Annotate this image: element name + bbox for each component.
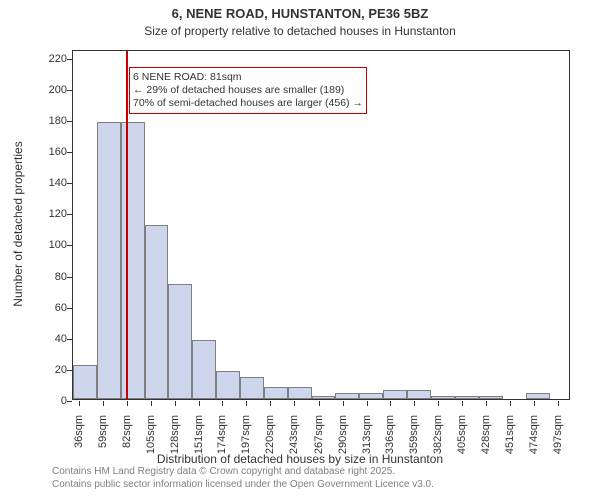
xtick-mark [390, 401, 391, 406]
histogram-bar [431, 396, 455, 399]
histogram-bar [145, 225, 169, 399]
histogram-bar [479, 396, 503, 399]
histogram-bar [383, 390, 407, 399]
ytick-mark [67, 370, 72, 371]
xtick-mark [103, 401, 104, 406]
xtick-mark [127, 401, 128, 406]
xtick-mark [270, 401, 271, 406]
xtick-mark [199, 401, 200, 406]
histogram-bar [240, 377, 264, 399]
xtick-mark [438, 401, 439, 406]
ytick-mark [67, 59, 72, 60]
xtick-mark [414, 401, 415, 406]
xtick-mark [558, 401, 559, 406]
ytick-label: 180 [37, 115, 67, 127]
chart-title: 6, NENE ROAD, HUNSTANTON, PE36 5BZ [0, 6, 600, 21]
xtick-mark [246, 401, 247, 406]
xtick-mark [510, 401, 511, 406]
ytick-mark [67, 152, 72, 153]
ytick-label: 120 [37, 208, 67, 220]
y-axis-label: Number of detached properties [11, 49, 25, 399]
histogram-bar [168, 284, 192, 399]
xtick-mark [222, 401, 223, 406]
histogram-bar [526, 393, 550, 399]
ytick-mark [67, 401, 72, 402]
ytick-label: 60 [37, 302, 67, 314]
xtick-mark [462, 401, 463, 406]
xtick-mark [486, 401, 487, 406]
xtick-mark [534, 401, 535, 406]
ytick-label: 100 [37, 239, 67, 251]
annotation-line-2: ← 29% of detached houses are smaller (18… [133, 84, 363, 97]
histogram-bar [407, 390, 431, 399]
histogram-bar [335, 393, 359, 399]
histogram-bar [216, 371, 240, 399]
histogram-bar [359, 393, 383, 399]
histogram-bar [312, 396, 336, 399]
footer-attribution: Contains HM Land Registry data © Crown c… [52, 466, 434, 491]
xtick-mark [294, 401, 295, 406]
histogram-bar [455, 396, 479, 399]
histogram-bar [288, 387, 312, 399]
ytick-label: 40 [37, 333, 67, 345]
annotation-line-3: 70% of semi-detached houses are larger (… [133, 97, 363, 110]
ytick-mark [67, 308, 72, 309]
ytick-mark [67, 277, 72, 278]
x-axis-label: Distribution of detached houses by size … [0, 452, 600, 466]
histogram-bar [97, 122, 121, 399]
histogram-bar [121, 122, 145, 399]
annotation-line-1: 6 NENE ROAD: 81sqm [133, 71, 363, 84]
histogram-bar [264, 387, 288, 399]
reference-line [126, 51, 128, 399]
ytick-mark [67, 214, 72, 215]
ytick-label: 220 [37, 53, 67, 65]
histogram-bar [73, 365, 97, 399]
ytick-label: 20 [37, 364, 67, 376]
plot-area: 02040608010012014016018020022036sqm59sqm… [72, 50, 570, 400]
ytick-label: 160 [37, 146, 67, 158]
histogram-chart: 6, NENE ROAD, HUNSTANTON, PE36 5BZ Size … [0, 0, 600, 500]
ytick-label: 140 [37, 177, 67, 189]
ytick-label: 0 [37, 395, 67, 407]
footer-line-1: Contains HM Land Registry data © Crown c… [52, 466, 434, 479]
annotation-box: 6 NENE ROAD: 81sqm ← 29% of detached hou… [129, 67, 367, 114]
xtick-mark [319, 401, 320, 406]
xtick-mark [151, 401, 152, 406]
chart-subtitle: Size of property relative to detached ho… [0, 24, 600, 38]
xtick-mark [367, 401, 368, 406]
ytick-mark [67, 183, 72, 184]
xtick-mark [79, 401, 80, 406]
histogram-bar [192, 340, 216, 399]
xtick-mark [175, 401, 176, 406]
footer-line-2: Contains public sector information licen… [52, 479, 434, 492]
ytick-mark [67, 121, 72, 122]
ytick-label: 200 [37, 84, 67, 96]
ytick-label: 80 [37, 271, 67, 283]
ytick-mark [67, 90, 72, 91]
xtick-mark [343, 401, 344, 406]
ytick-mark [67, 245, 72, 246]
ytick-mark [67, 339, 72, 340]
